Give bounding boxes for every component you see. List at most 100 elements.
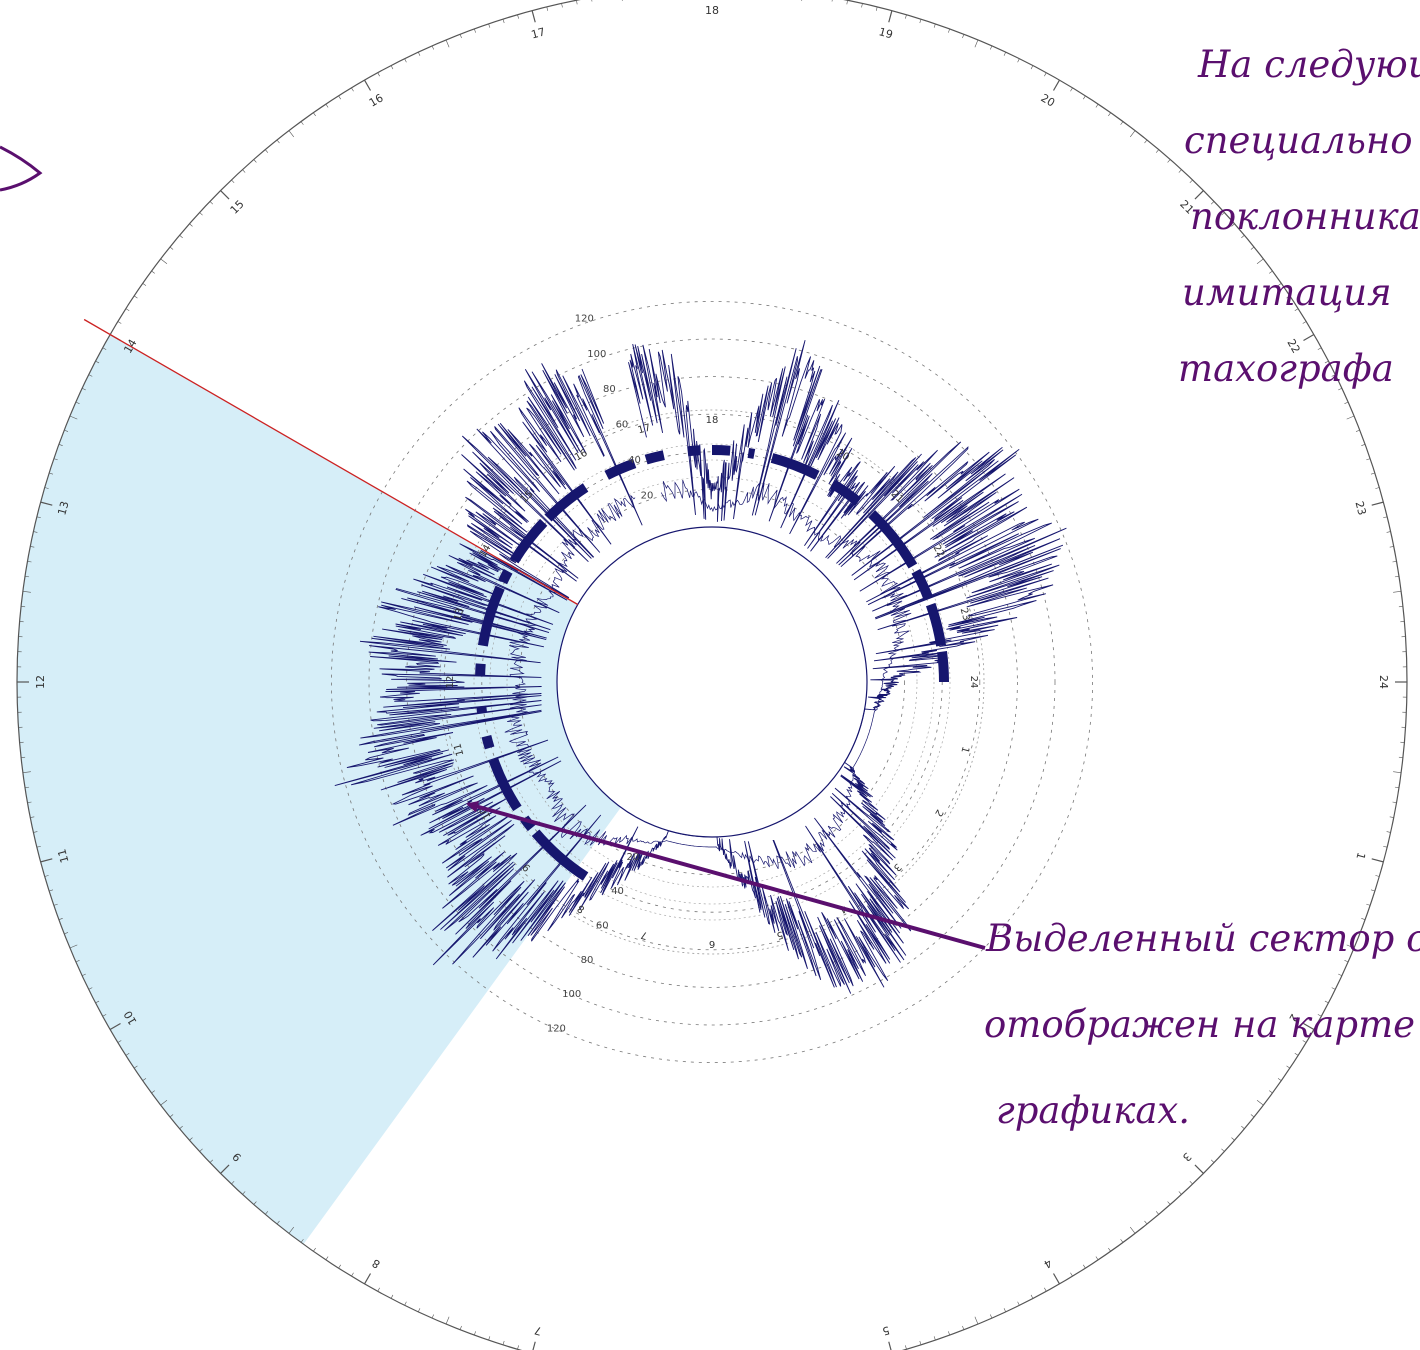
clock-minor-tick bbox=[102, 1014, 107, 1017]
clock-minor-tick bbox=[133, 1065, 138, 1069]
clock-minor-tick bbox=[1095, 103, 1099, 108]
clock-minor-tick bbox=[1394, 786, 1399, 789]
clock-minor-tick bbox=[44, 875, 49, 877]
activity-segment bbox=[509, 518, 548, 564]
clock-minor-tick bbox=[242, 169, 246, 173]
clock-minor-tick bbox=[948, 1331, 950, 1336]
clock-minor-tick bbox=[1003, 51, 1006, 56]
clock-minor-tick bbox=[1366, 903, 1371, 906]
clock-minor-tick bbox=[1210, 201, 1215, 205]
activity-segment bbox=[531, 829, 589, 881]
clock-minor-tick bbox=[189, 223, 193, 227]
clock-minor-tick bbox=[53, 458, 58, 461]
clock-minor-tick bbox=[1324, 360, 1329, 364]
clock-minor-tick bbox=[1189, 1180, 1193, 1185]
clock-tick-label: 18 bbox=[705, 4, 719, 17]
speed-trace bbox=[334, 340, 1067, 994]
clock-minor-tick bbox=[288, 130, 295, 138]
clock-minor-tick bbox=[231, 1180, 235, 1185]
clock-minor-tick bbox=[1030, 1294, 1034, 1299]
hour-tick-label: 8 bbox=[576, 902, 587, 915]
clock-major-tick bbox=[363, 1273, 372, 1285]
clock-minor-tick bbox=[474, 1331, 476, 1336]
activity-segment bbox=[481, 734, 495, 750]
hour-tick-label: 11 bbox=[452, 742, 466, 757]
clock-minor-tick bbox=[1221, 1148, 1225, 1152]
clock-minor-tick bbox=[948, 28, 950, 33]
clock-minor-tick bbox=[276, 1220, 280, 1225]
clock-minor-tick bbox=[502, 19, 505, 24]
clock-minor-tick bbox=[75, 401, 80, 404]
clock-minor-tick bbox=[69, 415, 78, 420]
activity-segment bbox=[711, 444, 731, 456]
clock-minor-tick bbox=[962, 34, 965, 39]
radial-tick-label: 40 bbox=[611, 886, 624, 897]
radial-tick-label: 80 bbox=[603, 384, 616, 395]
clock-major-tick bbox=[220, 190, 230, 200]
clock-minor-tick bbox=[1317, 1014, 1322, 1017]
clock-minor-tick bbox=[1346, 944, 1355, 949]
clock-tick-label: 16 bbox=[367, 91, 386, 109]
annotation-top-line-1: На следующ bbox=[1198, 43, 1420, 86]
clock-minor-tick bbox=[75, 960, 80, 963]
clock-minor-tick bbox=[1294, 308, 1299, 311]
annotation-bottom-line-2: отображен на карте bbox=[984, 1003, 1416, 1046]
clock-minor-tick bbox=[1302, 321, 1307, 324]
clock-minor-tick bbox=[474, 28, 476, 33]
clock-minor-tick bbox=[1302, 1040, 1307, 1043]
clock-minor-tick bbox=[1355, 429, 1360, 432]
clock-minor-tick bbox=[242, 1191, 246, 1195]
clock-minor-tick bbox=[591, 0, 593, 2]
activity-segment bbox=[687, 445, 701, 457]
clock-minor-tick bbox=[1070, 87, 1073, 92]
clock-minor-tick bbox=[576, 0, 578, 5]
clock-minor-tick bbox=[1030, 65, 1034, 70]
clock-minor-tick bbox=[831, 0, 833, 2]
clock-minor-tick bbox=[1317, 347, 1322, 350]
clock-minor-tick bbox=[1324, 1000, 1329, 1004]
activity-segment bbox=[770, 453, 820, 480]
clock-minor-tick bbox=[1386, 531, 1391, 533]
clock-minor-tick bbox=[288, 1226, 295, 1234]
clock-minor-tick bbox=[300, 121, 304, 125]
clock-minor-tick bbox=[58, 918, 63, 920]
clock-major-tick bbox=[40, 501, 53, 506]
clock-major-tick bbox=[1194, 190, 1204, 200]
clock-minor-tick bbox=[1017, 1301, 1020, 1306]
clock-minor-tick bbox=[231, 179, 235, 184]
clock-minor-tick bbox=[53, 903, 58, 906]
clock-minor-tick bbox=[88, 987, 93, 990]
clock-minor-tick bbox=[265, 1211, 269, 1215]
hour-tick-label: 24 bbox=[968, 676, 979, 689]
clock-minor-tick bbox=[33, 531, 38, 533]
activity-segment bbox=[475, 663, 486, 677]
clock-tick-label: 11 bbox=[55, 847, 71, 864]
clock-minor-tick bbox=[1044, 1287, 1047, 1292]
clock-tick-label: 6 bbox=[709, 1347, 716, 1350]
clock-minor-tick bbox=[1256, 1099, 1264, 1106]
hour-tick-label: 1 bbox=[958, 745, 970, 754]
clock-tick-label: 15 bbox=[228, 198, 247, 217]
clock-minor-tick bbox=[265, 149, 269, 153]
clock-minor-tick bbox=[390, 65, 394, 70]
clock-minor-tick bbox=[404, 58, 407, 63]
hour-tick-label: 20 bbox=[834, 448, 851, 464]
clock-minor-tick bbox=[861, 3, 863, 8]
hour-tick-label: 13 bbox=[452, 607, 466, 622]
clock-minor-tick bbox=[125, 308, 130, 311]
clock-minor-tick bbox=[1120, 1239, 1124, 1243]
clock-minor-tick bbox=[390, 1294, 394, 1299]
clock-minor-tick bbox=[1375, 875, 1380, 877]
clock-minor-tick bbox=[313, 112, 316, 117]
inner-baseline bbox=[556, 526, 868, 838]
activity-segment bbox=[937, 651, 949, 683]
annotation-top-line-5: тахографа bbox=[1178, 347, 1394, 390]
clock-minor-tick bbox=[1256, 258, 1264, 265]
radial-tick-label: 120 bbox=[547, 1024, 566, 1035]
clock-minor-tick bbox=[179, 235, 183, 239]
clock-tick-label: 24 bbox=[1377, 675, 1390, 689]
inner-gridline bbox=[506, 476, 918, 888]
clock-minor-tick bbox=[1250, 246, 1255, 250]
clock-minor-tick bbox=[846, 0, 848, 5]
clock-minor-tick bbox=[64, 429, 69, 432]
